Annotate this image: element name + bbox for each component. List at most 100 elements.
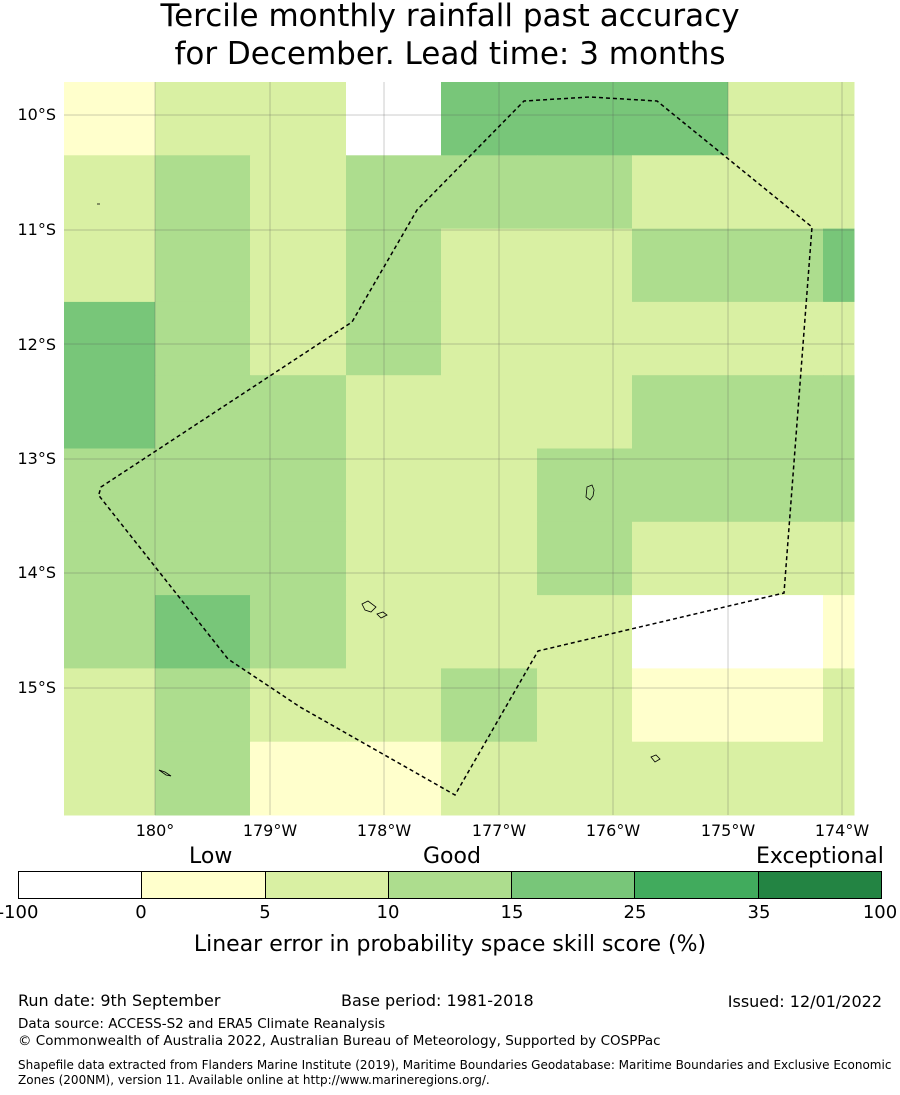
run-date: Run date: 9th September xyxy=(18,991,221,1010)
lon-label-174w: 174°W xyxy=(814,821,870,840)
skill-cell xyxy=(537,155,633,230)
skill-cell xyxy=(632,155,729,230)
colorbar-swatch xyxy=(388,872,513,898)
skill-cell xyxy=(728,82,824,156)
skill-cell xyxy=(441,301,538,376)
skill-cell xyxy=(155,82,251,156)
skill-cell xyxy=(346,155,442,230)
skill-cell xyxy=(64,521,156,596)
skill-cell xyxy=(64,228,156,303)
eez-boundary xyxy=(98,96,813,797)
graticule-lines xyxy=(64,82,854,815)
colorbar xyxy=(18,871,882,899)
skill-cell xyxy=(823,375,855,449)
skill-cell xyxy=(441,228,538,303)
island-outline xyxy=(650,754,661,763)
skill-cell xyxy=(250,448,347,523)
skill-cell xyxy=(64,82,156,156)
colorbar-swatch xyxy=(142,872,266,898)
skill-cell xyxy=(823,228,855,303)
skill-cell xyxy=(823,82,855,156)
skill-cell xyxy=(64,741,156,816)
skill-cell xyxy=(155,228,251,303)
skill-cell xyxy=(155,448,251,523)
lat-label-10s: 10°S xyxy=(17,105,56,124)
skill-cell xyxy=(537,741,633,816)
skill-cell xyxy=(632,595,729,669)
skill-cell xyxy=(155,375,251,449)
skill-cell xyxy=(250,741,347,816)
skill-cell xyxy=(346,448,442,523)
skill-cell xyxy=(346,228,442,303)
shapefile-credit: Shapefile data extracted from Flanders M… xyxy=(18,1058,892,1087)
colorbar-swatch xyxy=(635,872,759,898)
lon-label-176w: 176°W xyxy=(585,821,641,840)
skill-cell xyxy=(64,155,156,230)
skill-cell xyxy=(823,668,855,743)
lat-label-12s: 12°S xyxy=(17,335,56,354)
skill-cell xyxy=(537,521,633,596)
skill-cell xyxy=(823,155,855,230)
skill-cell xyxy=(250,521,347,596)
skill-cell xyxy=(250,228,347,303)
skill-cell xyxy=(728,228,824,303)
skill-cell xyxy=(441,155,538,230)
skill-cell xyxy=(728,375,824,449)
skill-cell xyxy=(728,155,824,230)
skill-cell xyxy=(537,375,633,449)
skill-cell xyxy=(155,301,251,376)
skill-cell xyxy=(632,375,729,449)
skill-cell xyxy=(64,668,156,743)
skill-cell xyxy=(346,301,442,376)
skill-cell xyxy=(441,741,538,816)
skill-cell xyxy=(537,82,633,156)
colorbar-tick: 100 xyxy=(862,902,898,923)
colorbar-swatch xyxy=(512,872,636,898)
colorbar-label: Linear error in probability space skill … xyxy=(193,932,707,957)
skill-cell xyxy=(441,82,538,156)
skill-cell xyxy=(632,301,729,376)
colorbar-tick: 25 xyxy=(623,902,647,923)
skill-cell xyxy=(346,741,442,816)
skill-cell xyxy=(64,301,156,376)
copyright: © Commonwealth of Australia 2022, Austra… xyxy=(18,1033,661,1049)
lat-label-13s: 13°S xyxy=(17,449,56,468)
data-source: Data source: ACCESS-S2 and ERA5 Climate … xyxy=(18,1016,386,1032)
skill-cell xyxy=(346,668,442,743)
legend-category-exceptional: Exceptional xyxy=(756,844,884,869)
lon-label-175w: 175°W xyxy=(700,821,756,840)
island-outline xyxy=(158,769,172,777)
skill-cell xyxy=(250,301,347,376)
base-period: Base period: 1981-2018 xyxy=(341,991,534,1010)
skill-grid-cells xyxy=(64,82,855,816)
skill-cell xyxy=(728,595,824,669)
chart-title-line1: Tercile monthly rainfall past accuracy xyxy=(160,0,740,34)
legend-category-low: Low xyxy=(189,844,233,869)
skill-cell xyxy=(155,668,251,743)
skill-cell xyxy=(632,741,729,816)
lat-label-14s: 14°S xyxy=(17,563,56,582)
skill-cell xyxy=(728,448,824,523)
skill-cell xyxy=(155,155,251,230)
lon-label-179w: 179°W xyxy=(242,821,298,840)
colorbar-tick: 15 xyxy=(500,902,524,923)
skill-cell xyxy=(632,82,729,156)
skill-cell xyxy=(64,595,156,669)
colorbar-tick: 5 xyxy=(259,902,271,923)
skill-cell xyxy=(441,448,538,523)
issued-date: Issued: 12/01/2022 xyxy=(727,992,882,1011)
skill-cell xyxy=(728,741,824,816)
skill-cell xyxy=(728,301,824,376)
colorbar-tick: 0 xyxy=(135,902,147,923)
skill-cell xyxy=(823,448,855,523)
skill-cell xyxy=(64,375,156,449)
lat-label-11s: 11°S xyxy=(17,220,56,239)
colorbar-swatch xyxy=(758,872,881,898)
island-outlines xyxy=(97,203,661,777)
colorbar-tick: 10 xyxy=(376,902,400,923)
skill-map xyxy=(64,82,855,816)
skill-cell xyxy=(823,301,855,376)
skill-cell xyxy=(346,595,442,669)
skill-cell xyxy=(155,521,251,596)
colorbar-tick: 35 xyxy=(747,902,771,923)
